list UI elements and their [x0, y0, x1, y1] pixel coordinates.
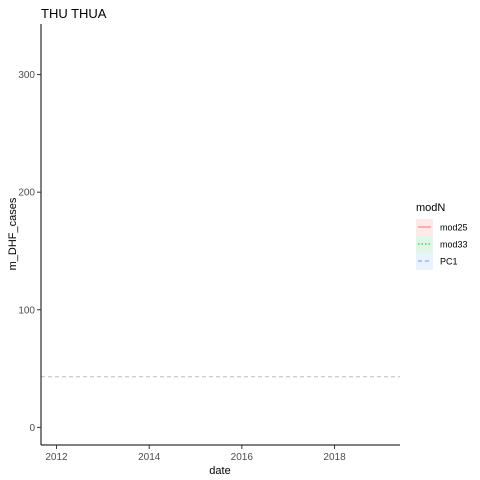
x-tick-label: 2012	[45, 452, 68, 463]
x-tick-label: 2016	[231, 452, 254, 463]
legend-label: mod33	[440, 240, 468, 250]
legend-label: PC1	[440, 257, 458, 267]
x-axis: 2012 2014 2016 2018	[41, 444, 400, 463]
y-tick-label: 200	[18, 188, 35, 199]
x-tick-label: 2014	[138, 452, 161, 463]
legend-key	[416, 253, 433, 270]
x-axis-title: date	[209, 465, 230, 477]
x-tick-label: 2018	[323, 452, 346, 463]
chart-title: THU THUA	[41, 6, 107, 21]
legend-key	[416, 236, 433, 253]
y-tick-label: 0	[29, 423, 35, 434]
y-axis-title: m_DHF_cases	[7, 197, 19, 270]
y-axis: 0 100 200 300	[18, 24, 42, 445]
y-tick-label: 300	[18, 70, 35, 81]
legend-label: mod25	[440, 223, 468, 233]
legend: modN mod25 mod33 PC1	[416, 202, 468, 270]
y-tick-label: 100	[18, 305, 35, 316]
legend-title: modN	[416, 202, 445, 214]
